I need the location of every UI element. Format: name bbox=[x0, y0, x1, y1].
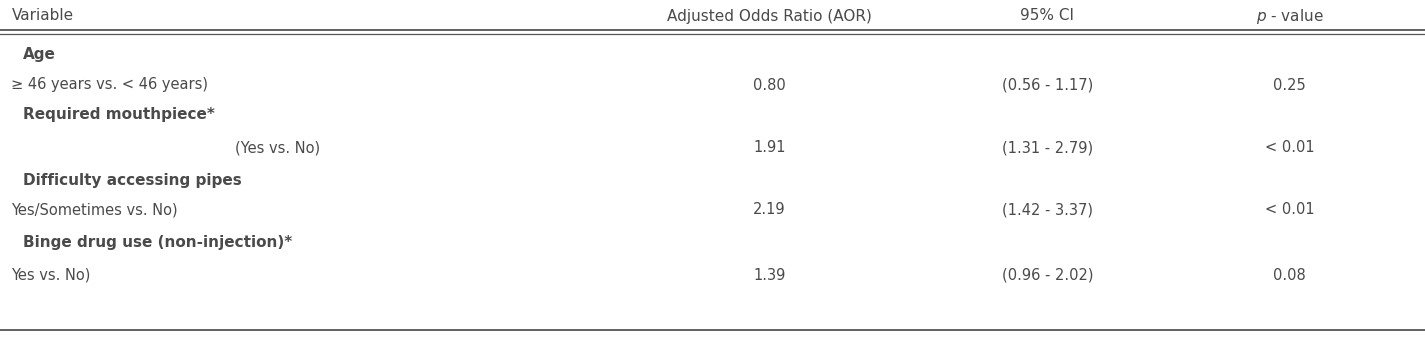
Text: (0.56 - 1.17): (0.56 - 1.17) bbox=[1002, 78, 1093, 92]
Text: < 0.01: < 0.01 bbox=[1265, 141, 1314, 156]
Text: (1.31 - 2.79): (1.31 - 2.79) bbox=[1002, 141, 1093, 156]
Text: ≥ 46 years vs. < 46 years): ≥ 46 years vs. < 46 years) bbox=[11, 78, 208, 92]
Text: (Yes vs. No): (Yes vs. No) bbox=[235, 141, 321, 156]
Text: Age: Age bbox=[23, 48, 56, 63]
Text: $p$ - value: $p$ - value bbox=[1255, 6, 1324, 26]
Text: Yes/Sometimes vs. No): Yes/Sometimes vs. No) bbox=[11, 202, 178, 218]
Text: Yes vs. No): Yes vs. No) bbox=[11, 267, 91, 282]
Text: 1.39: 1.39 bbox=[754, 267, 785, 282]
Text: (0.96 - 2.02): (0.96 - 2.02) bbox=[1002, 267, 1093, 282]
Text: Variable: Variable bbox=[11, 9, 74, 24]
Text: (1.42 - 3.37): (1.42 - 3.37) bbox=[1002, 202, 1093, 218]
Text: 1.91: 1.91 bbox=[754, 141, 785, 156]
Text: Binge drug use (non-injection)*: Binge drug use (non-injection)* bbox=[23, 236, 292, 250]
Text: 95% CI: 95% CI bbox=[1020, 9, 1074, 24]
Text: < 0.01: < 0.01 bbox=[1265, 202, 1314, 218]
Text: 0.25: 0.25 bbox=[1274, 78, 1305, 92]
Text: 0.08: 0.08 bbox=[1274, 267, 1305, 282]
Text: 2.19: 2.19 bbox=[754, 202, 785, 218]
Text: Required mouthpiece*: Required mouthpiece* bbox=[23, 107, 215, 122]
Text: 0.80: 0.80 bbox=[754, 78, 785, 92]
Text: Difficulty accessing pipes: Difficulty accessing pipes bbox=[23, 172, 242, 187]
Text: Adjusted Odds Ratio (AOR): Adjusted Odds Ratio (AOR) bbox=[667, 9, 872, 24]
